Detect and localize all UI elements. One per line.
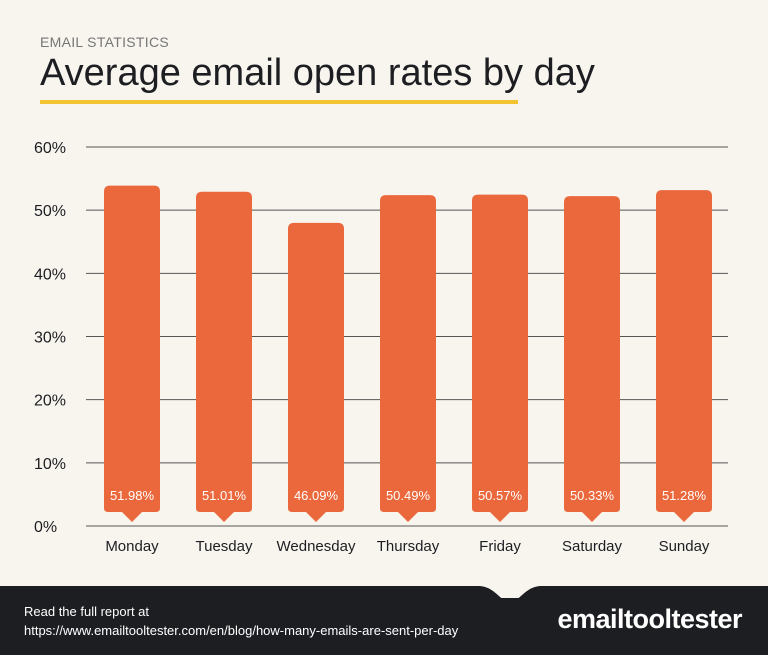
footer: Read the full report at https://www.emai…	[0, 586, 768, 655]
bar	[288, 222, 344, 522]
x-tick-label: Friday	[479, 538, 521, 555]
data-label: 50.57%	[478, 488, 523, 503]
bar	[104, 185, 160, 522]
bar	[472, 194, 528, 522]
data-label: 51.98%	[110, 488, 155, 503]
y-tick-label: 60%	[34, 140, 66, 157]
x-tick-label: Thursday	[377, 538, 440, 555]
y-tick-label: 20%	[34, 393, 66, 410]
bar-chart: 0% 10% 20% 30% 40% 50% 60% 51.98% Monday 51.01% Tu…	[34, 140, 728, 555]
bar	[196, 191, 252, 522]
y-tick-label: 50%	[34, 203, 66, 220]
report-link[interactable]: https://www.emailtooltester.com/en/blog/…	[24, 623, 459, 638]
footer-text: Read the full report at	[24, 604, 150, 619]
x-tick-label: Monday	[105, 538, 159, 555]
logo: emailtooltester	[557, 604, 742, 634]
data-label: 46.09%	[294, 488, 339, 503]
y-tick-label: 40%	[34, 266, 66, 283]
data-label: 51.28%	[662, 488, 707, 503]
bar	[656, 190, 712, 522]
data-label: 51.01%	[202, 488, 247, 503]
x-tick-label: Sunday	[659, 538, 710, 555]
x-tick-label: Tuesday	[196, 538, 253, 555]
y-tick-label: 30%	[34, 330, 66, 347]
data-label: 50.33%	[570, 488, 615, 503]
bar	[564, 196, 620, 523]
y-tick-label: 0%	[34, 519, 57, 536]
x-tick-label: Saturday	[562, 538, 623, 555]
kicker: EMAIL STATISTICS	[40, 34, 170, 50]
data-label: 50.49%	[386, 488, 431, 503]
x-tick-label: Wednesday	[277, 538, 356, 555]
y-tick-label: 10%	[34, 456, 66, 473]
title-underline	[40, 100, 518, 104]
page-title: Average email open rates by day	[40, 52, 595, 94]
bar	[380, 195, 436, 522]
footer-notch	[0, 586, 768, 598]
